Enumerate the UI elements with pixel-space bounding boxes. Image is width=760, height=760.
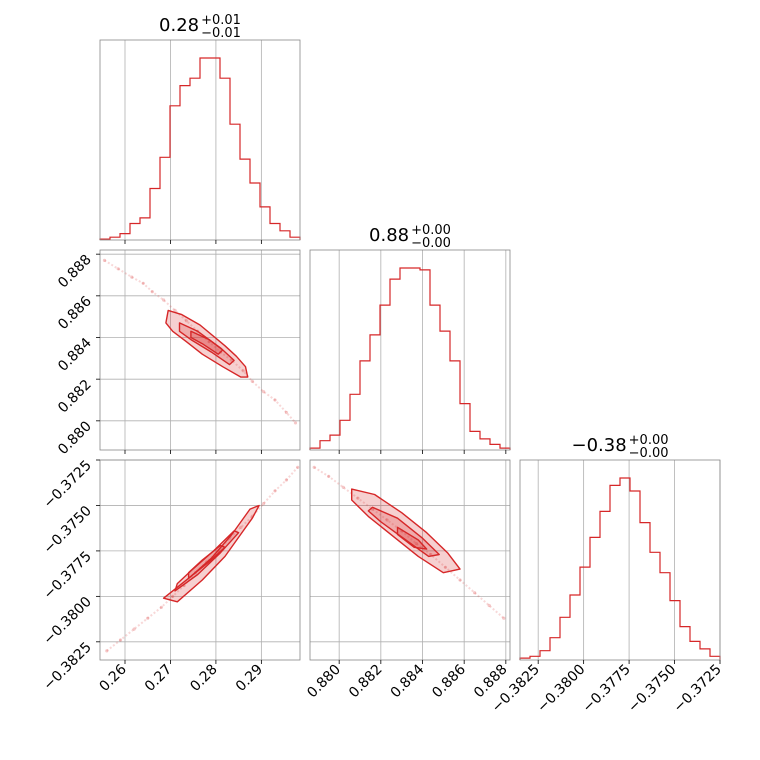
panel-frame-1-0 — [99, 249, 301, 451]
panel-title-sup-1: +0.00 — [411, 223, 451, 238]
chart-marks — [99, 57, 721, 660]
x-tick-label-2-2: −0.3775 — [580, 662, 634, 716]
x-tick-label-1-2: 0.884 — [388, 661, 428, 701]
x-tick-label-0-3: 0.29 — [233, 662, 266, 695]
sample-point-1-0-1 — [116, 267, 120, 271]
sample-point-2-0-4 — [159, 605, 163, 609]
gridlines — [100, 40, 721, 660]
sample-point-2-0-16 — [296, 465, 300, 469]
contour-mid-1-0 — [178, 322, 235, 366]
sample-point-1-0-6 — [173, 308, 177, 312]
x-tick-label-0-2: 0.28 — [187, 662, 220, 695]
y-tick-label-2-4: −0.3725 — [41, 458, 95, 512]
x-tick-label-1-0: 0.880 — [304, 662, 344, 702]
panel-title-sub-0: −0.01 — [201, 26, 241, 41]
sample-point-1-0-14 — [262, 390, 266, 394]
sample-point-1-0-17 — [293, 421, 298, 425]
sample-point-2-1-5 — [385, 518, 389, 522]
sample-point-2-1-9 — [443, 565, 447, 569]
sample-point-1-0-13 — [250, 379, 254, 383]
sample-point-2-0-1 — [118, 638, 123, 642]
sample-point-1-0-15 — [273, 398, 277, 402]
sample-point-2-1-2 — [341, 485, 345, 489]
x-tick-label-2-1: −0.3800 — [534, 662, 588, 716]
histogram-1 — [309, 267, 511, 450]
y-tick-label-2-3: −0.3750 — [41, 503, 95, 557]
sample-point-1-0-4 — [150, 290, 154, 294]
contour-inner-1-0 — [190, 330, 224, 355]
y-tick-label-1-4: 0.888 — [55, 252, 95, 292]
histogram-0 — [99, 57, 301, 240]
panel-titles: 0.28 +0.01−0.010.88 +0.00−0.00−0.38 +0.00−0… — [159, 13, 668, 461]
contour-inner-2-1 — [396, 526, 428, 550]
sample-point-2-1-1 — [327, 474, 331, 478]
y-tick-label-1-3: 0.886 — [55, 293, 95, 333]
y-tick-label-1-0: 0.880 — [55, 418, 95, 458]
tick-labels: 0.26 0.27 0.28 0.29 0.880 0.882 0.884 0.886 0.88… — [41, 252, 725, 716]
panel-title-value-0: 0.28 — [159, 15, 199, 36]
sample-point-2-0-11 — [239, 525, 243, 529]
panel-frame-2-1 — [309, 459, 511, 661]
x-tick-label-0-0: 0.26 — [96, 661, 129, 694]
sample-point-2-1-0 — [312, 465, 316, 469]
panel-frame-2-2 — [519, 459, 721, 661]
x-tick-label-0-1: 0.27 — [142, 662, 175, 695]
panel-title-value-2: −0.38 — [571, 435, 626, 456]
panel-title-2: −0.38 — [571, 435, 626, 456]
tick-marks — [96, 240, 721, 664]
y-tick-label-2-1: −0.3800 — [41, 594, 95, 648]
contour-outer-1-0 — [165, 309, 249, 378]
sample-point-1-0-12 — [241, 369, 245, 373]
sample-point-1-0-16 — [284, 410, 288, 415]
y-tick-label-1-2: 0.884 — [55, 335, 95, 375]
contour-inner-2-0 — [187, 544, 226, 579]
panel-frame-2-0 — [99, 459, 301, 661]
sample-point-2-0-14 — [273, 489, 277, 493]
y-tick-label-2-2: −0.3775 — [41, 548, 95, 602]
y-tick-label-1-1: 0.882 — [55, 377, 95, 417]
panel-title-sup-2: +0.00 — [629, 433, 669, 448]
x-tick-label-1-3: 0.886 — [429, 661, 469, 701]
sample-point-2-0-13 — [262, 502, 266, 506]
sample-point-1-0-7 — [184, 319, 188, 323]
sample-point-1-0-2 — [130, 275, 134, 279]
sample-point-2-0-3 — [146, 616, 150, 620]
sample-point-2-1-7 — [414, 542, 418, 546]
sample-point-1-0-5 — [162, 298, 166, 302]
sample-point-2-0-0 — [105, 649, 109, 653]
sample-band-2-0 — [106, 466, 299, 652]
sample-point-2-0-5 — [171, 594, 175, 599]
sample-point-2-0-15 — [284, 478, 288, 482]
panel-title-sub-2: −0.00 — [629, 446, 669, 461]
sample-point-1-0-3 — [141, 281, 145, 285]
sample-band-2-1 — [313, 466, 505, 619]
panel-title-sup-0: +0.01 — [201, 13, 241, 28]
x-tick-label-2-4: −0.3725 — [671, 662, 725, 716]
sample-point-2-1-13 — [502, 616, 506, 620]
panel-frame-1-1 — [309, 249, 511, 451]
sample-point-2-1-11 — [473, 591, 477, 595]
sample-point-2-1-12 — [487, 603, 491, 608]
panel-frames — [99, 39, 721, 661]
sample-point-1-0-0 — [102, 258, 107, 262]
sample-point-2-0-2 — [132, 627, 136, 631]
x-tick-label-1-1: 0.882 — [346, 662, 386, 702]
panel-title-value-1: 0.88 — [369, 225, 409, 246]
sample-point-2-1-3 — [356, 496, 360, 500]
x-tick-label-2-3: −0.3750 — [625, 662, 679, 716]
panel-title-1: 0.88 — [369, 225, 409, 246]
y-tick-label-2-0: −0.3825 — [41, 639, 95, 693]
histogram-2 — [519, 477, 721, 660]
panel-frame-0-0 — [99, 39, 301, 241]
panel-title-sub-1: −0.00 — [411, 236, 451, 251]
sample-point-2-1-10 — [458, 578, 462, 582]
panel-title-0: 0.28 — [159, 15, 199, 36]
